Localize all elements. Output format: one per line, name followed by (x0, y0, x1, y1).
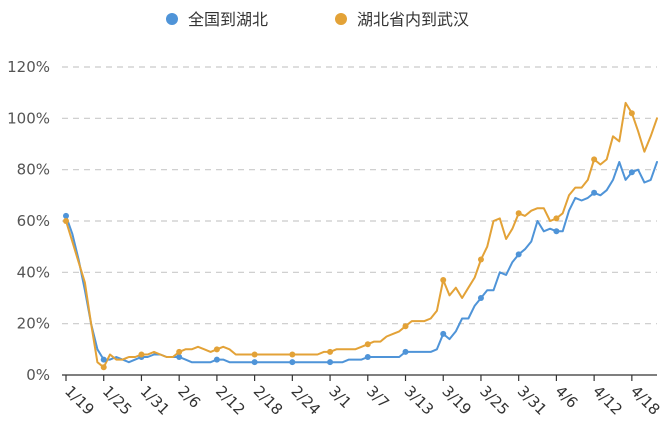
y-tick-label: 80% (17, 161, 50, 179)
data-point-series-1[interactable] (628, 169, 635, 176)
data-point-series-2[interactable] (364, 341, 371, 348)
data-point-series-1[interactable] (477, 295, 484, 301)
data-point-series-1[interactable] (553, 228, 560, 235)
y-tick-label: 40% (17, 263, 50, 281)
data-point-series-2[interactable] (176, 348, 183, 355)
legend-marker-series-1 (166, 13, 178, 25)
x-tick-label: 2/6 (174, 382, 204, 412)
data-point-series-2[interactable] (515, 210, 522, 217)
data-point-series-1[interactable] (289, 359, 296, 366)
y-tick-label: 60% (17, 212, 50, 230)
x-tick-label: 1/25 (99, 382, 136, 419)
y-axis: 0% 20% 40% 60% 80% 100% 120% (7, 58, 50, 384)
data-point-series-2[interactable] (440, 277, 447, 284)
y-tick-label: 20% (17, 315, 50, 333)
x-tick-label: 1/31 (137, 382, 174, 419)
legend-label-series-1: 全国到湖北 (188, 10, 268, 29)
series-line-2 (65, 101, 658, 369)
x-tick-label: 2/24 (288, 382, 325, 419)
x-tick-label: 3/25 (476, 382, 513, 419)
data-point-series-2[interactable] (591, 156, 598, 163)
data-point-series-1[interactable] (364, 354, 371, 361)
data-point-series-2[interactable] (213, 346, 220, 353)
legend-item-series-1[interactable]: 全国到湖北 (166, 10, 268, 29)
data-point-series-2[interactable] (402, 323, 409, 330)
y-tick-label: 0% (26, 366, 50, 384)
x-tick-label: 3/7 (363, 382, 393, 412)
y-tick-label: 100% (7, 109, 50, 127)
data-point-series-1[interactable] (213, 356, 220, 363)
x-tick-label: 3/31 (514, 382, 551, 419)
data-point-series-2[interactable] (100, 364, 107, 371)
data-point-series-1[interactable] (63, 212, 69, 219)
grid (62, 66, 657, 325)
data-point-series-2[interactable] (251, 351, 258, 358)
data-point-series-1[interactable] (440, 330, 447, 337)
data-point-series-2[interactable] (628, 110, 635, 117)
data-point-series-1[interactable] (327, 359, 334, 366)
data-point-series-1[interactable] (176, 354, 183, 361)
plot-area (63, 101, 658, 371)
data-point-series-2[interactable] (327, 348, 334, 355)
data-point-series-1[interactable] (402, 348, 409, 355)
legend-marker-series-2 (335, 13, 347, 25)
data-point-series-2[interactable] (63, 218, 69, 224)
legend: 全国到湖北 湖北省内到武汉 (166, 10, 469, 29)
legend-item-series-2[interactable]: 湖北省内到武汉 (335, 10, 469, 29)
x-tick-label: 1/19 (61, 382, 98, 419)
data-point-series-1[interactable] (100, 356, 107, 363)
data-point-series-2[interactable] (138, 351, 145, 358)
data-point-series-2[interactable] (553, 215, 560, 222)
data-point-series-1[interactable] (591, 189, 598, 196)
x-tick-label: 4/6 (552, 382, 582, 412)
x-tick-label: 4/12 (589, 382, 626, 419)
data-point-series-2[interactable] (289, 351, 296, 358)
legend-label-series-2: 湖北省内到武汉 (357, 10, 469, 29)
x-tick-label: 3/13 (401, 382, 438, 419)
y-tick-label: 120% (7, 58, 50, 76)
x-tick-label: 2/18 (250, 382, 287, 419)
x-tick-label: 3/1 (325, 382, 355, 412)
x-axis: 1/19 1/25 1/31 2/6 2/12 2/18 2/24 3/1 3/7 3/13 3/1… (61, 374, 664, 419)
x-tick-label: 2/12 (212, 382, 249, 419)
data-point-series-2[interactable] (477, 256, 484, 263)
data-point-series-1[interactable] (251, 359, 258, 366)
x-tick-label: 4/18 (627, 382, 664, 419)
data-point-series-1[interactable] (515, 251, 522, 258)
x-tick-label: 3/19 (438, 382, 475, 419)
series-line-1 (65, 161, 658, 364)
